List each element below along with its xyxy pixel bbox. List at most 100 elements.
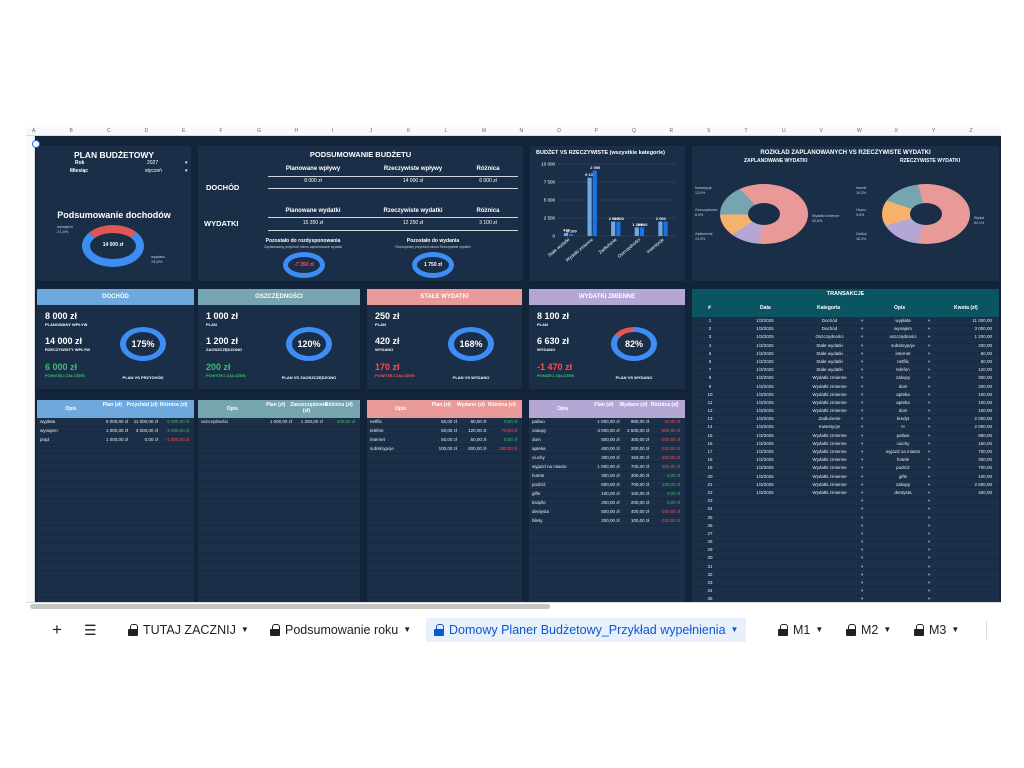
description-dropdown-icon[interactable]: ▾ xyxy=(928,498,931,504)
table-row[interactable]: ciuchy 300,00 zł 150,00 zł -150,00 zł xyxy=(529,454,685,463)
transaction-cell[interactable]: 30 xyxy=(707,555,713,561)
column-header-F[interactable]: F xyxy=(219,128,223,134)
table-row[interactable]: dom 500,00 zł 300,00 zł -200,00 zł xyxy=(529,436,685,445)
table-cell[interactable]: 700,00 zł xyxy=(630,464,650,469)
table-cell[interactable]: wynajem xyxy=(40,428,58,433)
table-cell[interactable]: 300,00 zł xyxy=(630,437,650,442)
tab-year-summary[interactable]: Podsumowanie roku ▼ xyxy=(270,618,411,642)
description-dropdown-icon[interactable]: ▾ xyxy=(928,580,931,585)
table-cell[interactable]: hotele xyxy=(532,473,545,478)
transaction-cell[interactable]: 4 xyxy=(708,342,712,348)
column-header-X[interactable]: X xyxy=(894,128,898,134)
row-header-bar[interactable] xyxy=(26,136,35,602)
description-dropdown-icon[interactable]: ▾ xyxy=(928,522,931,528)
transaction-cell[interactable]: apteka xyxy=(896,391,910,397)
transaction-cell[interactable]: 300,00 xyxy=(978,375,992,381)
column-header-K[interactable]: K xyxy=(407,128,411,134)
table-cell[interactable]: 500,00 zł xyxy=(601,437,620,442)
category-dropdown-icon[interactable]: ▾ xyxy=(861,457,864,463)
table-cell[interactable]: 1 000,00 zł xyxy=(106,437,129,442)
transaction-cell[interactable]: 6 xyxy=(708,358,712,364)
table-cell[interactable]: 300,00 zł xyxy=(630,473,650,478)
transaction-cell[interactable]: 22 xyxy=(707,489,713,495)
table-cell[interactable]: -20,00 zł xyxy=(663,419,681,424)
transaction-cell[interactable]: 32 xyxy=(707,571,713,577)
description-dropdown-icon[interactable]: ▾ xyxy=(928,408,931,414)
column-header-W[interactable]: W xyxy=(857,128,862,134)
transaction-cell[interactable]: 14 xyxy=(707,424,713,430)
transaction-cell[interactable]: 1/3/2025 xyxy=(756,481,774,487)
table-cell[interactable]: oszczędności xyxy=(201,419,229,424)
transaction-row[interactable]: 4 1/3/2025 Stałe wydatki subskrypcje 200,00 ▾… xyxy=(692,342,999,350)
transaction-cell[interactable]: 1/3/2025 xyxy=(756,326,774,332)
table-cell[interactable]: 0,00 zł xyxy=(667,500,681,505)
transaction-cell[interactable]: 1/3/2025 xyxy=(756,408,774,414)
transaction-cell[interactable]: 2 500,00 xyxy=(974,481,992,487)
transaction-cell[interactable]: Wydatki zmienne xyxy=(812,449,847,454)
transaction-cell[interactable]: 700,00 xyxy=(978,465,992,471)
transaction-cell[interactable]: podróż xyxy=(896,465,910,471)
transaction-cell[interactable]: 27 xyxy=(707,530,713,536)
category-dropdown-icon[interactable]: ▾ xyxy=(861,350,864,356)
transaction-cell[interactable]: subskrypcje xyxy=(891,342,915,348)
transaction-cell[interactable]: 1/3/2025 xyxy=(756,424,774,430)
category-dropdown-icon[interactable]: ▾ xyxy=(861,408,864,414)
description-dropdown-icon[interactable]: ▾ xyxy=(928,473,931,479)
transaction-cell[interactable]: 120,00 xyxy=(978,367,992,373)
transaction-cell[interactable]: Dochód xyxy=(821,318,838,323)
category-dropdown-icon[interactable]: ▾ xyxy=(861,367,864,373)
transaction-cell[interactable]: 1/3/2025 xyxy=(756,342,774,348)
description-dropdown-icon[interactable]: ▾ xyxy=(928,555,931,561)
transaction-cell[interactable]: 29 xyxy=(707,547,713,553)
table-cell[interactable]: 120,00 zł xyxy=(468,428,487,433)
table-cell[interactable]: 50,00 zł xyxy=(470,437,487,442)
transaction-cell[interactable]: Stałe wydatki xyxy=(816,367,843,373)
transaction-cell[interactable]: 12 xyxy=(707,408,713,414)
month-dropdown-icon[interactable]: ▾ xyxy=(185,168,188,174)
category-dropdown-icon[interactable]: ▾ xyxy=(861,489,864,495)
transaction-cell[interactable]: 1/3/2025 xyxy=(756,432,774,438)
table-cell[interactable]: wypłata xyxy=(40,419,56,424)
distribution-card[interactable]: ROZKŁAD ZAPLANOWANYCH VS RZECZYWISTE WYD… xyxy=(692,146,999,281)
transaction-cell[interactable]: ciuchy xyxy=(896,440,910,446)
table-cell[interactable]: 0,00 zł xyxy=(504,419,518,424)
transaction-cell[interactable]: Wydatki zmienne xyxy=(812,432,847,438)
table-row[interactable]: dentysta 500,00 zł 400,00 zł -100,00 zł xyxy=(529,508,685,517)
category-dropdown-icon[interactable]: ▾ xyxy=(861,326,864,332)
transaction-cell[interactable]: dom xyxy=(898,408,908,414)
column-header-T[interactable]: T xyxy=(744,128,748,134)
category-dropdown-icon[interactable]: ▾ xyxy=(861,399,864,405)
transaction-cell[interactable]: wypłata xyxy=(895,318,911,323)
table-cell[interactable]: apteka xyxy=(532,446,546,451)
transaction-cell[interactable]: 50,00 xyxy=(980,358,992,364)
table-row[interactable]: paliwo 1 000,00 zł 980,00 zł -20,00 zł xyxy=(529,418,685,427)
transaction-cell[interactable]: Dochód xyxy=(821,326,838,332)
transaction-cell[interactable]: Wydatki zmienne xyxy=(812,473,847,479)
category-dropdown-icon[interactable]: ▾ xyxy=(861,506,864,512)
transaction-cell[interactable]: 1/3/2025 xyxy=(756,383,774,389)
transaction-cell[interactable]: 1/3/2025 xyxy=(756,440,774,446)
table-cell[interactable]: podróż xyxy=(532,482,546,487)
transaction-cell[interactable]: 1/3/2025 xyxy=(756,358,774,364)
transaction-row[interactable]: 25 ▾ ▾ xyxy=(692,514,999,522)
transaction-cell[interactable]: 26 xyxy=(707,522,713,528)
table-cell[interactable]: 50,00 zł xyxy=(441,437,457,442)
table-cell[interactable]: 0,00 zł xyxy=(504,437,518,442)
transaction-cell[interactable]: 50,00 xyxy=(980,350,992,356)
description-dropdown-icon[interactable]: ▾ xyxy=(928,416,931,422)
transaction-cell[interactable]: 35 xyxy=(707,596,713,602)
tab-budget-planner[interactable]: Domowy Planer Budżetowy_Przykład wypełni… xyxy=(426,618,747,642)
description-dropdown-icon[interactable]: ▾ xyxy=(928,530,931,536)
transaction-row[interactable]: 28 ▾ ▾ xyxy=(692,538,999,546)
table-row[interactable]: apteka 400,00 zł 200,00 zł -200,00 zł xyxy=(529,445,685,454)
table-cell[interactable]: 3 000,00 zł xyxy=(597,428,620,433)
table-cell[interactable]: 11 000,00 zł xyxy=(133,419,158,424)
table-cell[interactable]: 100,00 zł xyxy=(662,482,681,487)
transaction-cell[interactable]: 9 xyxy=(708,383,712,389)
table-cell[interactable]: 100,00 zł xyxy=(601,491,620,496)
column-header-E[interactable]: E xyxy=(182,128,186,134)
description-dropdown-icon[interactable]: ▾ xyxy=(928,399,931,405)
transaction-cell[interactable]: 1/3/2025 xyxy=(756,350,774,356)
transaction-cell[interactable]: Wydatki zmienne xyxy=(812,375,847,381)
transaction-cell[interactable]: netflix xyxy=(897,358,909,364)
